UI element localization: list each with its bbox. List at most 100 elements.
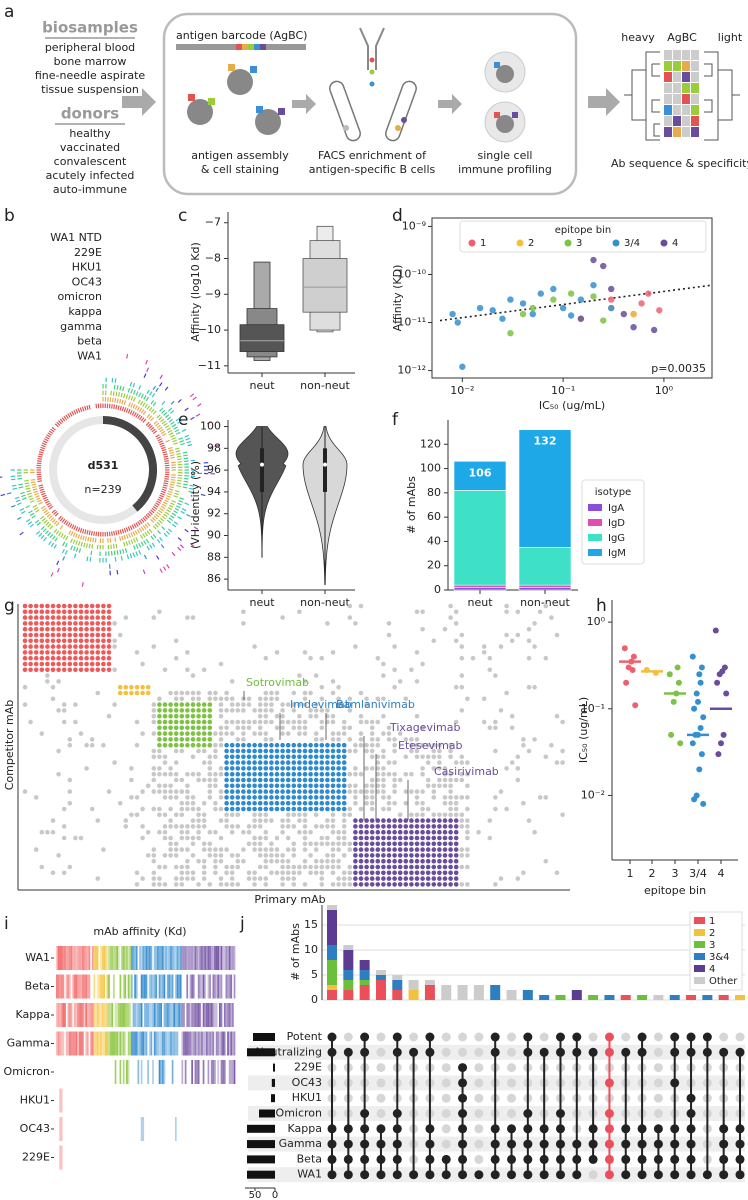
ring-tick [190,416,195,421]
competition-dot [442,829,448,835]
affinity-cell [93,1031,96,1056]
competition-dot [336,777,341,783]
affinity-cell [155,1031,158,1056]
competition-dot [151,708,157,713]
ring-label: gamma [60,320,102,333]
affinity-cell [134,1003,136,1027]
result-label: Ab sequence & specificity [611,157,748,170]
affinity-cell [148,1031,151,1056]
affinity-cell [93,1003,96,1027]
affinity-cell [70,1003,73,1027]
ring-tick [185,437,191,441]
affinity-cell [161,974,164,999]
ring-tick [126,554,130,560]
competition-dot [330,754,336,760]
competition-dot [397,731,403,736]
ring-tick [129,553,133,559]
competition-dot [67,737,73,742]
annotation: Bamlanivimab [336,698,415,711]
ring-tick [88,404,91,410]
affinity-cell [101,974,104,999]
competition-dot [341,853,347,858]
ring-tick [38,451,44,454]
ring-tick [176,485,181,488]
ring-tick [34,519,40,524]
competition-dot [274,847,280,852]
point [697,725,704,732]
affinity-cell [168,946,171,970]
ring-tick [50,517,55,522]
competition-dot [308,748,313,754]
competition-dot [353,795,358,800]
ring-tick [47,432,52,436]
ring-tick [144,531,148,537]
competition-dot [241,783,246,789]
competition-dot [409,771,414,777]
competition-dot [487,818,493,823]
ring-tick [153,515,158,520]
member-dot [539,1170,549,1180]
x-tick-label: neut [249,379,275,392]
point [696,766,703,773]
member-dot [588,1047,598,1057]
ring-tick [171,423,177,428]
box [239,324,285,352]
ring-tick [53,544,57,549]
competition-dot [358,806,364,812]
competition-dot [173,771,179,777]
competition-dot [229,771,235,777]
empty-dot [507,1078,517,1088]
agbc-cell [691,50,699,60]
competition-dot [151,777,157,783]
competition-dot [263,783,269,789]
ring-tick [81,528,85,534]
point [720,731,727,738]
competition-dot [179,835,185,841]
affinity-cell [62,946,65,970]
affinity-cell [137,1031,140,1056]
competition-dot [269,708,274,713]
ring-tick [43,519,48,524]
competition-dot [392,742,397,748]
competition-dot [123,818,129,823]
competition-dot [437,818,442,823]
competition-dot [459,632,465,638]
affinity-cell [111,1031,114,1056]
affinity-cell [135,974,138,999]
competition-dot [241,795,246,800]
competition-dot [425,783,431,789]
ring-tick [159,407,164,412]
competition-dot [168,783,173,789]
competition-dot [291,853,297,858]
competition-dot [330,864,336,870]
bar-segment [392,990,403,1000]
competition-dot [218,789,224,794]
competition-dot [168,841,173,847]
member-dot [425,1139,435,1149]
bar-segment [588,995,599,1000]
empty-dot [653,1063,663,1073]
legend-label: 3 [576,238,582,249]
ring-tick [53,520,58,525]
competition-dot [297,812,302,818]
competition-dot [45,615,50,620]
competition-dot [403,696,409,702]
competition-dot [521,870,526,876]
competition-dot [73,667,78,673]
point [567,312,575,319]
competition-dot [392,771,397,777]
competition-dot [134,690,140,696]
competition-dot [543,754,549,760]
competition-dot [246,696,252,702]
competition-dot [56,708,61,713]
competition-dot [168,853,173,858]
affinity-cell [119,1060,122,1084]
affinity-cell [155,974,158,999]
ring-tick [33,506,39,511]
member-dot [670,1139,680,1149]
competition-dot [297,800,302,806]
competition-dot [134,684,140,690]
set-bar [247,1140,275,1149]
competition-dot [157,783,162,789]
point [577,315,585,322]
